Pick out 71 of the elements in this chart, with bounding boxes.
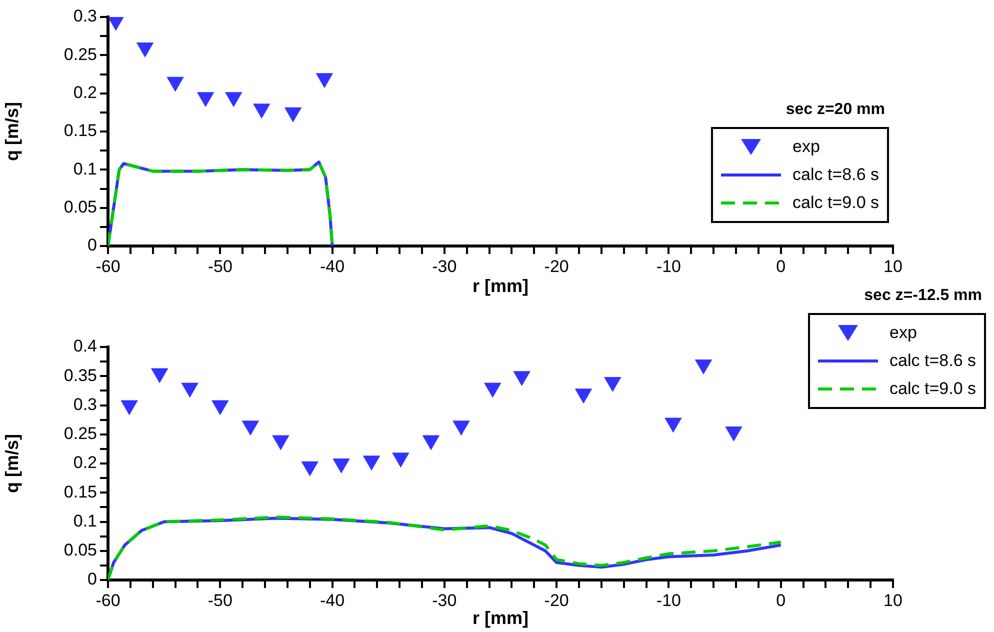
y-tick-label: 0.1 bbox=[73, 159, 97, 178]
x-tick-label: -30 bbox=[432, 256, 457, 276]
point bbox=[272, 435, 289, 450]
text: sec z=20 mm bbox=[786, 100, 885, 119]
y-tick-label: 0.3 bbox=[73, 6, 97, 26]
y-tick-label: 0.25 bbox=[64, 424, 97, 444]
y-tick-label: 0.15 bbox=[64, 482, 97, 502]
x-tick-label: -40 bbox=[320, 256, 345, 276]
point bbox=[166, 76, 184, 92]
point bbox=[151, 368, 168, 383]
point bbox=[604, 376, 621, 392]
point bbox=[332, 458, 350, 473]
y-tick-label: 0.1 bbox=[73, 511, 97, 530]
point bbox=[253, 104, 270, 118]
point bbox=[284, 107, 302, 122]
x-tick-label: 10 bbox=[884, 256, 902, 276]
point bbox=[121, 400, 138, 415]
y-tick-label: 0.2 bbox=[73, 453, 97, 472]
point bbox=[575, 388, 592, 404]
point bbox=[664, 418, 682, 432]
point bbox=[484, 382, 501, 398]
y-tick-label: 0.05 bbox=[64, 540, 97, 560]
point bbox=[212, 400, 228, 415]
legend-label: calc t=9.0 s bbox=[890, 379, 976, 399]
legend-label: calc t=8.6 s bbox=[792, 164, 879, 185]
x-tick-label: -60 bbox=[96, 590, 120, 610]
y-tick-label: 0.2 bbox=[73, 83, 97, 102]
legend-label: calc t=8.6 s bbox=[890, 351, 976, 371]
y-tick-label: 0.3 bbox=[73, 394, 97, 414]
y-tick-label: 0 bbox=[88, 236, 97, 255]
legend-label: exp bbox=[792, 136, 820, 157]
x-tick-label: -20 bbox=[544, 256, 569, 276]
point bbox=[422, 435, 440, 450]
legend-label: exp bbox=[890, 323, 917, 343]
point bbox=[452, 420, 470, 436]
x-tick-label: -10 bbox=[656, 256, 682, 276]
point bbox=[302, 461, 318, 476]
x-tick-label: -30 bbox=[432, 590, 457, 610]
point bbox=[197, 92, 214, 107]
x-tick-label: -40 bbox=[320, 590, 345, 610]
y-tick-label: 0.25 bbox=[64, 44, 97, 64]
x-tick-label: 0 bbox=[776, 590, 786, 610]
chart-title: sec z=-12.5 mm bbox=[864, 287, 982, 305]
x-axis-title: r [mm] bbox=[472, 276, 529, 296]
point bbox=[136, 42, 154, 58]
legend-label: calc t=9.0 s bbox=[792, 192, 879, 213]
x-axis-title: r [mm] bbox=[472, 608, 529, 628]
y-tick-label: 0.15 bbox=[64, 121, 97, 140]
x-tick-label: 10 bbox=[884, 590, 902, 610]
x-tick-label: -50 bbox=[208, 590, 232, 610]
x-tick-label: 0 bbox=[776, 256, 786, 276]
point bbox=[316, 73, 333, 88]
point bbox=[108, 17, 124, 30]
point bbox=[725, 426, 742, 441]
point bbox=[182, 382, 198, 398]
point bbox=[225, 92, 242, 107]
point bbox=[514, 371, 530, 386]
y-tick-label: 0.4 bbox=[73, 336, 97, 356]
x-tick-label: -10 bbox=[656, 590, 682, 610]
y-tick-label: 0.05 bbox=[64, 198, 97, 217]
point bbox=[695, 359, 712, 374]
y-axis-title: q [m/s] bbox=[2, 102, 22, 162]
x-tick-label: -20 bbox=[544, 590, 569, 610]
x-tick-label: -50 bbox=[208, 256, 232, 276]
y-tick-label: 0.35 bbox=[64, 366, 97, 385]
y-tick-label: 0 bbox=[88, 570, 97, 589]
point bbox=[242, 420, 259, 436]
point bbox=[363, 456, 380, 470]
x-tick-label: -60 bbox=[96, 256, 120, 276]
y-axis-title: q [m/s] bbox=[2, 434, 22, 494]
point bbox=[392, 452, 409, 468]
